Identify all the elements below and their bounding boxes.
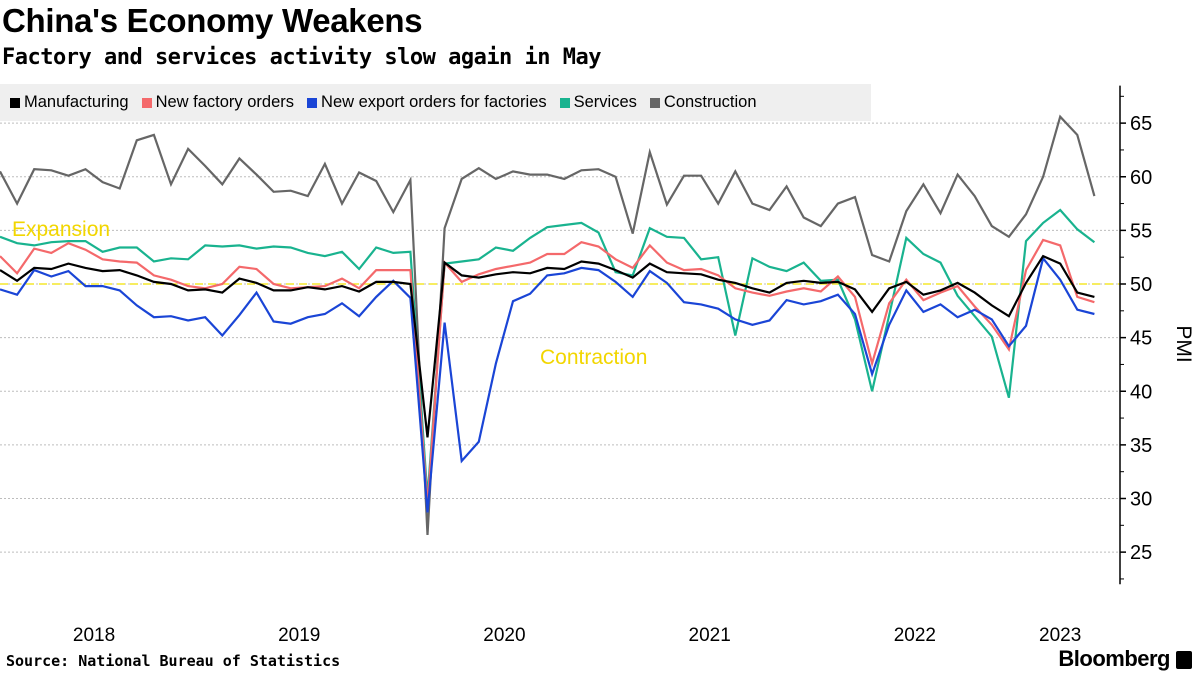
series-line-new-factory-orders xyxy=(0,238,1095,507)
y-tick-label: 25 xyxy=(1130,542,1152,564)
source-note: Source: National Bureau of Statistics xyxy=(6,652,341,670)
y-axis: 25 30 35 40 45 50 55 60 65 PMI xyxy=(1119,85,1195,585)
y-tick-label: 65 xyxy=(1130,113,1152,135)
series-line-new-export-orders-for-factories xyxy=(0,255,1095,513)
legend-label: Manufacturing xyxy=(24,93,129,111)
x-tick-label: 2020 xyxy=(483,625,525,646)
legend-item-construction: Construction xyxy=(649,93,757,112)
y-tick-label: 50 xyxy=(1130,274,1152,296)
chart-title: China's Economy Weakens xyxy=(2,2,423,39)
legend-item-services: Services xyxy=(559,93,637,112)
gridlines xyxy=(0,122,1120,553)
series-line-construction xyxy=(0,114,1096,536)
chart-subtitle: Factory and services activity slow again… xyxy=(2,45,602,70)
y-tick-label: 35 xyxy=(1130,435,1152,457)
x-axis: 2018 2019 2020 2021 2022 2023 xyxy=(73,625,1081,646)
legend-item-new-export-orders: New export orders for factories xyxy=(307,93,547,112)
annotation-contraction: Contraction xyxy=(540,346,647,369)
series-line-services xyxy=(0,208,1096,498)
x-tick-label: 2021 xyxy=(689,625,731,646)
y-axis-label: PMI xyxy=(1172,325,1195,362)
y-tick-label: 60 xyxy=(1130,167,1152,189)
x-tick-label: 2023 xyxy=(1039,625,1081,646)
legend-label: Services xyxy=(573,93,637,111)
y-tick-label: 40 xyxy=(1130,381,1152,403)
legend-item-new-factory-orders: New factory orders xyxy=(141,93,295,112)
x-tick-label: 2019 xyxy=(278,625,320,646)
legend: Manufacturing New factory orders New exp… xyxy=(0,84,871,121)
bloomberg-logo-mark-icon xyxy=(1176,651,1192,669)
legend-swatch xyxy=(307,97,318,108)
y-tick-label: 30 xyxy=(1130,489,1152,511)
legend-label: New export orders for factories xyxy=(321,93,547,111)
bloomberg-logo: Bloomberg xyxy=(1058,646,1170,671)
legend-swatch xyxy=(559,97,570,108)
series-lines xyxy=(0,114,1096,536)
y-tick-label: 45 xyxy=(1130,328,1152,350)
legend-item-manufacturing: Manufacturing xyxy=(10,93,129,112)
x-tick-label: 2022 xyxy=(894,625,936,646)
legend-label: New factory orders xyxy=(155,93,295,111)
legend-label: Construction xyxy=(663,93,757,111)
y-tick-label: 55 xyxy=(1130,220,1152,242)
x-tick-label: 2018 xyxy=(73,625,115,646)
legend-swatch xyxy=(649,97,660,108)
annotations: Expansion Contraction xyxy=(12,218,647,369)
series-line-manufacturing xyxy=(0,254,1095,438)
legend-swatch xyxy=(10,97,20,108)
annotation-expansion: Expansion xyxy=(12,218,110,241)
legend-swatch xyxy=(141,97,152,108)
